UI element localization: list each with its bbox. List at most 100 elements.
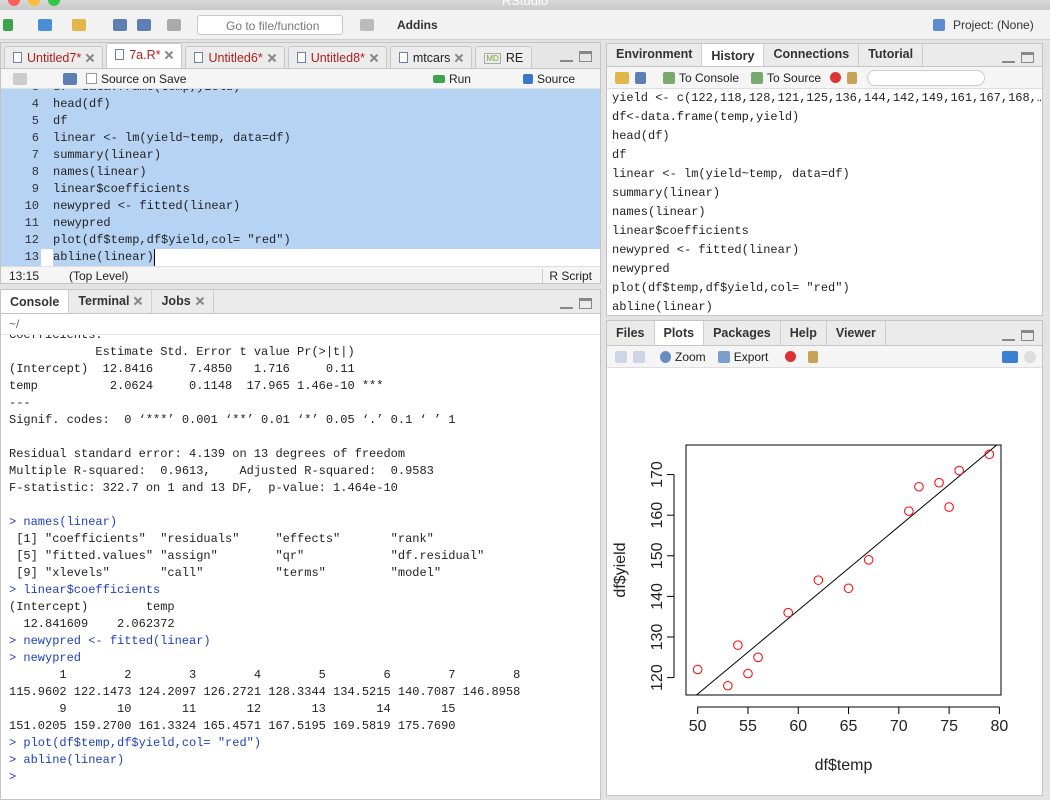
save-icon[interactable] [113, 19, 127, 31]
console-line: > newypred <- fitted(linear) [9, 634, 211, 648]
refresh-icon[interactable] [1024, 350, 1036, 363]
maximize[interactable] [579, 298, 592, 309]
history-line[interactable]: plot(df$temp,df$yield,col= "red") [612, 281, 850, 295]
environment-pane: Environment History Connections Tutorial To… [606, 43, 1043, 316]
save-all-icon[interactable] [137, 19, 151, 31]
pane-tab[interactable]: Tutorial [859, 44, 924, 66]
editor-tab[interactable]: mtcars [389, 46, 473, 68]
console-output[interactable]: Coefficients: Estimate Std. Error t valu… [1, 335, 600, 799]
maximize[interactable] [1021, 52, 1034, 63]
editor-tab[interactable]: Untitled8* [287, 46, 387, 68]
minimize[interactable] [1002, 59, 1015, 63]
maximize[interactable] [1021, 330, 1034, 341]
close-tab[interactable] [165, 51, 173, 59]
code-text: names(linear) [53, 165, 147, 179]
pane-tab[interactable]: Packages [704, 321, 781, 345]
clear-plots-icon[interactable] [808, 350, 819, 363]
history-line[interactable]: linear$coefficients [612, 224, 749, 238]
to-source-button[interactable]: To Source [748, 71, 824, 85]
pane-tab[interactable]: Console [1, 290, 70, 313]
editor-tab[interactable]: MD RE [475, 46, 533, 68]
layout-icon[interactable] [360, 19, 374, 31]
close-button[interactable] [8, 0, 20, 6]
pane-controls[interactable] [1002, 52, 1034, 63]
source-button[interactable]: Source [520, 72, 578, 86]
pane-tab[interactable]: Environment [607, 44, 703, 66]
pane-tab[interactable]: Help [781, 321, 827, 345]
data-point [843, 583, 854, 594]
pane-tab[interactable]: Files [607, 321, 655, 345]
editor-tab[interactable]: 7a.R* [106, 43, 183, 68]
clear-icon[interactable] [847, 71, 858, 84]
history-line[interactable]: abline(linear) [612, 300, 713, 314]
editor-tab[interactable]: Untitled7* [4, 46, 104, 68]
remove-plot-icon[interactable] [785, 351, 797, 362]
publish-icon[interactable] [1002, 350, 1018, 363]
history-line[interactable]: yield <- c(122,118,128,121,125,136,144,1… [612, 91, 1043, 105]
history-line[interactable]: newypred [612, 262, 670, 276]
run-button[interactable]: Run [430, 72, 474, 86]
zoom-button[interactable] [48, 0, 60, 6]
history-line[interactable]: df<-data.frame(temp,yield) [612, 110, 800, 124]
addins-menu[interactable]: Addins [397, 18, 438, 32]
history-line[interactable]: newypred <- fitted(linear) [612, 243, 800, 257]
close-tab[interactable] [455, 54, 463, 62]
search-box[interactable] [867, 69, 986, 86]
close-tab[interactable] [268, 54, 276, 62]
working-directory[interactable]: ~/ [9, 317, 20, 331]
save-icon[interactable] [635, 71, 646, 84]
pane-tab[interactable]: Jobs [152, 290, 214, 313]
nav-icon[interactable] [13, 72, 27, 85]
close-tab[interactable] [134, 297, 142, 305]
file-type[interactable]: R Script [542, 268, 592, 283]
maximize[interactable] [579, 51, 592, 62]
zoom-button[interactable]: Zoom [657, 350, 709, 364]
close-tab[interactable] [86, 54, 94, 62]
pane-controls[interactable] [560, 298, 592, 309]
zoom-label: Zoom [675, 349, 706, 364]
go-to-file-input[interactable]: Go to file/function [197, 15, 343, 35]
pane-tab[interactable]: History [702, 44, 765, 66]
history-line[interactable]: names(linear) [612, 205, 706, 219]
history-list[interactable]: yield <- c(122,118,128,121,125,136,144,1… [607, 89, 1043, 315]
project-menu[interactable]: Project: (None) [953, 18, 1034, 32]
save-icon[interactable] [63, 72, 77, 85]
history-line[interactable]: summary(linear) [612, 186, 721, 200]
minimize[interactable] [560, 305, 573, 309]
pane-tab[interactable]: Terminal [69, 290, 153, 313]
minimize[interactable] [560, 58, 573, 62]
history-line[interactable]: head(df) [612, 129, 670, 143]
editor-tab[interactable]: Untitled6* [185, 46, 285, 68]
new-project-icon[interactable] [38, 19, 52, 31]
history-line[interactable]: linear <- lm(yield~temp, data=df) [612, 167, 850, 181]
pane-tab[interactable]: Connections [764, 44, 860, 66]
history-line[interactable]: df [612, 148, 627, 162]
console-line: > [9, 770, 17, 784]
export-button[interactable]: Export [715, 350, 772, 364]
back-icon[interactable] [615, 350, 627, 363]
x-tick-label: 55 [739, 718, 757, 735]
code-area[interactable]: 3 df<-data.frame(temp,yield) 4 head(df) 5 df 6… [1, 89, 600, 266]
pane-tab[interactable]: Viewer [827, 321, 886, 345]
pane-tab[interactable]: Plots [654, 321, 705, 345]
scope[interactable]: (Top Level) [69, 268, 129, 283]
data-point [944, 502, 954, 512]
load-icon[interactable] [615, 71, 629, 84]
source-on-save[interactable]: Source on Save [83, 72, 189, 86]
y-tick-label: 130 [649, 624, 666, 651]
forward-icon[interactable] [633, 350, 645, 363]
checkbox[interactable] [86, 73, 97, 84]
close-tab[interactable] [370, 54, 378, 62]
console-line: 12.841609 2.062372 [9, 617, 182, 631]
remove-icon[interactable] [830, 72, 842, 83]
open-icon[interactable] [72, 19, 86, 31]
tab-label: Tutorial [868, 47, 914, 61]
minimize[interactable] [1002, 337, 1015, 341]
new-file-icon[interactable] [3, 19, 13, 31]
pane-controls[interactable] [560, 51, 592, 62]
to-console-button[interactable]: To Console [660, 71, 742, 85]
close-tab[interactable] [196, 297, 204, 305]
print-icon[interactable] [167, 19, 181, 31]
pane-controls[interactable] [1002, 330, 1034, 341]
minimize-button[interactable] [28, 0, 40, 6]
